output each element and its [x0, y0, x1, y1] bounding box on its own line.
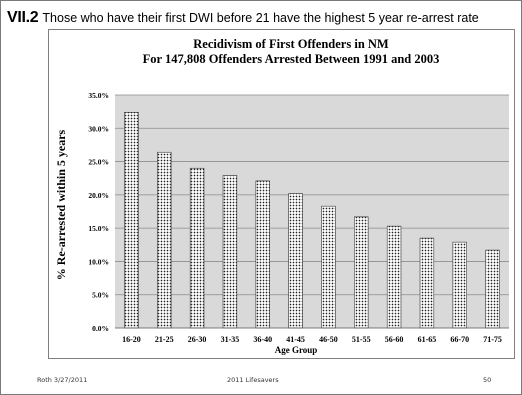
x-axis-ticks: 16-20 21-25 26-30 31-35 36-40 41-45 46-50 51-55… [122, 335, 502, 344]
x-tick-label: 66-70 [450, 335, 469, 344]
chart-frame: Recidivism of First Offenders in NM For … [48, 29, 515, 359]
x-tick-label: 46-50 [319, 335, 338, 344]
chart-subtitle: For 147,808 Offenders Arrested Between 1… [143, 52, 440, 66]
bar-66-70 [452, 241, 467, 329]
y-tick-label: 30.0% [88, 124, 109, 133]
x-tick-label: 26-30 [188, 335, 207, 344]
y-axis-label: % Re-arrested within 5 years [54, 129, 68, 280]
bar-51-55 [354, 216, 369, 329]
gridlines [115, 94, 509, 296]
slide-heading: VII.2 Those who have their first DWI befo… [7, 9, 521, 31]
x-tick-label: 41-45 [286, 335, 305, 344]
y-tick-label: 5.0% [92, 291, 109, 300]
bar-26-30 [189, 167, 205, 329]
y-axis-ticks: 0.0% 5.0% 10.0% 15.0% 20.0% 25.0% 30.0% 35.0% [88, 91, 109, 333]
chart-title: Recidivism of First Offenders in NM [193, 37, 389, 51]
bar-46-50 [321, 205, 336, 329]
slide-number: VII.2 [7, 9, 39, 26]
y-tick-label: 0.0% [92, 324, 109, 333]
x-tick-label: 51-55 [352, 335, 371, 344]
x-tick-label: 56-60 [385, 335, 404, 344]
x-tick-label: 61-65 [418, 335, 437, 344]
bar-36-40 [255, 180, 270, 329]
bar-56-60 [386, 225, 402, 329]
x-tick-label: 36-40 [253, 335, 272, 344]
x-tick-label: 71-75 [483, 335, 502, 344]
y-tick-label: 15.0% [88, 224, 109, 233]
slide-page-number: 50 [483, 376, 492, 384]
x-tick-label: 16-20 [122, 335, 141, 344]
bar-71-75 [485, 249, 500, 329]
bar-61-65 [419, 237, 435, 329]
bar-chart: Recidivism of First Offenders in NM For … [54, 37, 509, 355]
y-tick-label: 20.0% [88, 191, 109, 200]
bar-41-45 [288, 193, 303, 329]
y-tick-label: 25.0% [88, 158, 109, 167]
slide-title: Those who have their first DWI before 21… [42, 11, 479, 25]
x-tick-label: 21-25 [155, 335, 174, 344]
bar-21-25 [157, 151, 172, 329]
x-axis-label: Age Group [275, 345, 318, 355]
bar-16-20 [124, 112, 139, 329]
y-tick-label: 10.0% [88, 257, 109, 266]
plot-area [115, 95, 509, 328]
bars [124, 112, 500, 329]
y-tick-label: 35.0% [88, 91, 109, 100]
x-tick-label: 31-35 [221, 335, 240, 344]
bar-31-35 [222, 175, 238, 329]
footer-event: 2011 Lifesavers [227, 376, 279, 384]
footer-author-date: Roth 3/27/2011 [37, 376, 88, 384]
